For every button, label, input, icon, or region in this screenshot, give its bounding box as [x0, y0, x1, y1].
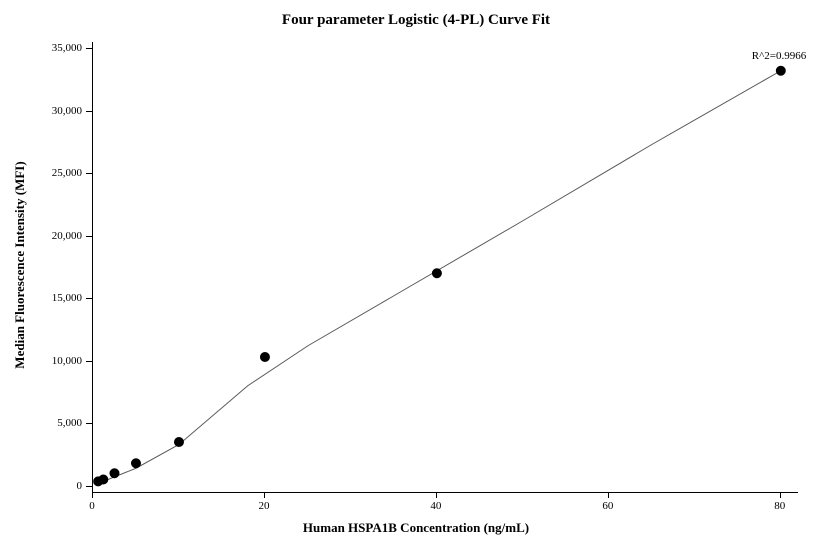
xtick-label: 40 [430, 500, 441, 512]
ytick-mark [86, 111, 92, 112]
xtick-mark [92, 492, 93, 498]
x-axis-label: Human HSPA1B Concentration (ng/mL) [0, 520, 832, 536]
xtick-mark [780, 492, 781, 498]
data-point [776, 66, 785, 75]
xtick-mark [436, 492, 437, 498]
plot-area [92, 42, 798, 493]
plot-svg [93, 42, 798, 492]
ytick-label: 35,000 [0, 42, 82, 54]
ytick-mark [86, 48, 92, 49]
y-axis-label: Median Fluorescence Intensity (MFI) [12, 65, 28, 465]
ytick-mark [86, 236, 92, 237]
data-point [131, 459, 140, 468]
data-point [174, 438, 183, 447]
data-point [260, 353, 269, 362]
ytick-mark [86, 486, 92, 487]
xtick-label: 80 [774, 500, 785, 512]
ytick-mark [86, 361, 92, 362]
data-point [99, 475, 108, 484]
ytick-mark [86, 298, 92, 299]
chart-title: Four parameter Logistic (4-PL) Curve Fit [0, 12, 832, 29]
data-point [432, 269, 441, 278]
data-point [110, 469, 119, 478]
xtick-label: 0 [89, 500, 95, 512]
xtick-label: 20 [258, 500, 269, 512]
ytick-mark [86, 423, 92, 424]
xtick-mark [264, 492, 265, 498]
chart-container: Four parameter Logistic (4-PL) Curve Fit… [0, 0, 832, 560]
ytick-mark [86, 173, 92, 174]
xtick-mark [608, 492, 609, 498]
ytick-label: 0 [0, 480, 82, 492]
xtick-label: 60 [602, 500, 613, 512]
r-squared-annotation: R^2=0.9966 [752, 50, 806, 62]
